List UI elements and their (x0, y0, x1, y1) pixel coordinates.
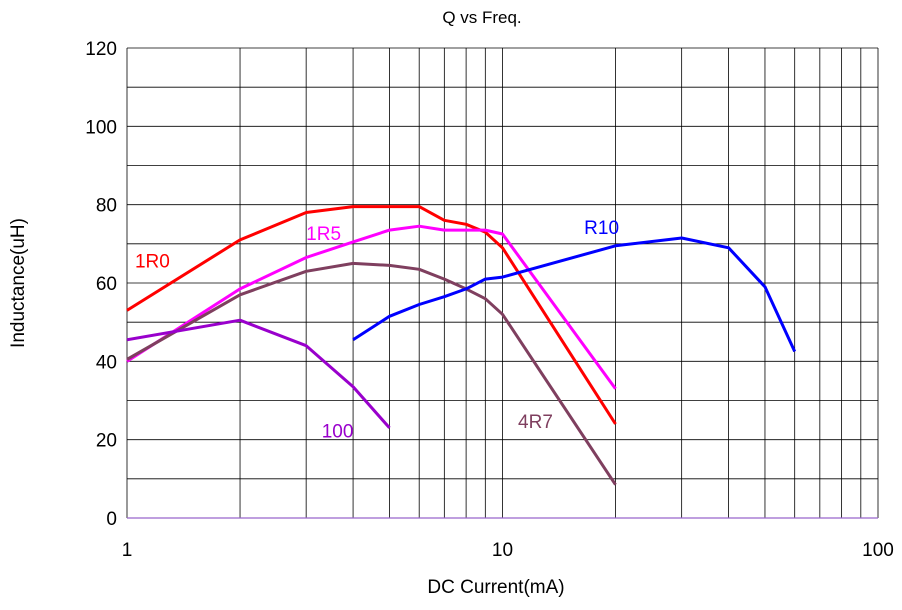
series-label-100: 100 (322, 422, 354, 443)
series-labels: 1R0 1R5 4R7 100 R10 (135, 218, 619, 443)
series-line-1R5 (126, 224, 617, 390)
series-label-4R7: 4R7 (518, 412, 553, 433)
x-tick-label: 1 (122, 540, 133, 561)
x-axis-label: DC Current(mA) (427, 577, 564, 598)
x-tick-label: 10 (492, 540, 513, 561)
series-label-1R0: 1R0 (135, 251, 170, 272)
y-tick-label: 120 (85, 39, 117, 60)
y-tick-label: 0 (106, 509, 117, 530)
y-tick-label: 20 (96, 431, 117, 452)
grid (126, 47, 879, 519)
y-tick-label: 60 (96, 274, 117, 295)
series-line-100 (126, 318, 391, 429)
series-line-4R7 (126, 261, 617, 486)
y-tick-label: 80 (96, 196, 117, 217)
y-tick-label: 40 (96, 352, 117, 373)
y-tick-label: 100 (85, 117, 117, 138)
series-line-R10 (352, 236, 797, 353)
x-tick-label: 100 (862, 540, 894, 561)
series-label-1R5: 1R5 (306, 224, 341, 245)
series-line-1R0 (126, 205, 617, 425)
series-label-R10: R10 (584, 218, 619, 239)
chart-title: Q vs Freq. (442, 8, 521, 27)
y-axis-label: Inductance(uH) (8, 218, 29, 348)
series-lines (126, 205, 797, 486)
